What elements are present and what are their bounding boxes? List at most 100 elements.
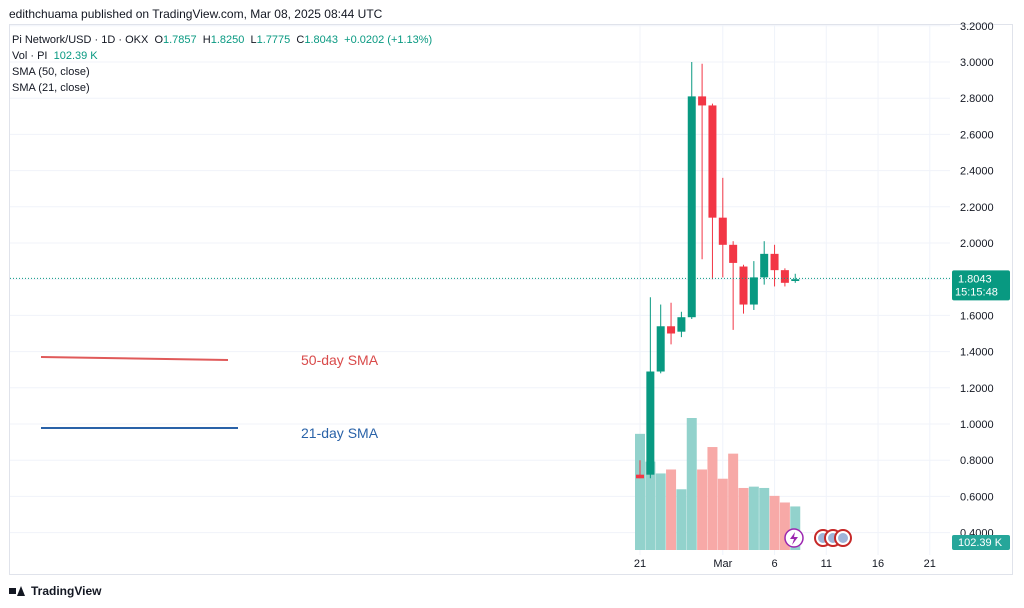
us-flag-icon[interactable] — [834, 529, 852, 547]
price-tick-label: 0.8000 — [960, 455, 994, 467]
volume-bar — [697, 469, 708, 550]
price-tick-label: 2.8000 — [960, 93, 994, 105]
volume-badge-value: 102.39 K — [958, 537, 1003, 549]
time-tick-label: Mar — [713, 558, 732, 570]
candle[interactable] — [780, 268, 789, 287]
volume-bar — [748, 486, 759, 550]
price-tick-label: 2.6000 — [960, 129, 994, 141]
price-tick-label: 3.2000 — [960, 21, 994, 33]
volume-bar — [728, 453, 739, 550]
candle[interactable] — [739, 264, 748, 314]
volume-badge: 102.39 K — [952, 535, 1010, 550]
tradingview-logo-icon — [9, 586, 25, 596]
close-label: C — [296, 34, 305, 46]
volume-bar — [635, 433, 645, 550]
candle[interactable] — [687, 62, 696, 320]
candle-body — [646, 371, 655, 475]
candle[interactable] — [708, 103, 717, 280]
sma50-legend[interactable]: SMA (50, close) — [12, 66, 90, 78]
candle-body — [698, 96, 707, 106]
time-tick-label: 6 — [771, 558, 777, 570]
volume-bar — [707, 447, 718, 550]
time-tick-label: 21 — [634, 558, 646, 570]
time-tick-label: 16 — [872, 558, 884, 570]
price-tick-label: 1.0000 — [960, 419, 994, 431]
volume-bars — [635, 418, 801, 550]
current-price-value: 1.8043 — [958, 273, 992, 285]
candles — [636, 62, 800, 479]
time-tick-label: 11 — [821, 558, 832, 570]
candle-body — [677, 317, 686, 332]
volume-value: 102.39 K — [53, 50, 98, 62]
volume-row: Vol · PI 102.39 K — [12, 48, 432, 64]
candle-body — [729, 244, 738, 263]
price-tick-label: 1.6000 — [960, 310, 994, 322]
time-tick-label: 21 — [924, 558, 936, 570]
volume-bar — [790, 506, 801, 550]
candle[interactable] — [698, 63, 707, 260]
sma21-annotation: 21-day SMA — [301, 425, 379, 441]
candle[interactable] — [749, 261, 758, 310]
volume-bar — [686, 418, 697, 550]
volume-label[interactable]: Vol · PI — [12, 50, 48, 62]
price-tick-label: 1.2000 — [960, 383, 994, 395]
candle-body — [687, 96, 696, 318]
low-value: 1.7775 — [256, 34, 291, 46]
chart-legend: Pi Network/USD · 1D · OKX O1.7857 H1.825… — [12, 32, 432, 96]
price-tick-label: 2.0000 — [960, 238, 994, 250]
volume-bar — [779, 502, 790, 550]
price-tick-label: 3.0000 — [960, 57, 994, 69]
volume-bar — [645, 461, 656, 550]
candle-body — [656, 326, 665, 372]
volume-bar — [769, 495, 780, 550]
event-markers[interactable] — [784, 528, 852, 548]
open-label: O — [154, 34, 163, 46]
candle-body — [749, 277, 758, 305]
change-value: +0.0202 (+1.13%) — [344, 34, 433, 46]
brand-name: TradingView — [31, 584, 102, 598]
candle-body — [770, 253, 779, 271]
time-axis[interactable]: 21 Mar 6 11 16 21 — [634, 558, 936, 570]
open-value: 1.7857 — [163, 34, 197, 46]
candle-body — [708, 105, 717, 218]
candle-body — [636, 474, 644, 479]
candle[interactable] — [718, 177, 727, 278]
high-value: 1.8250 — [210, 34, 245, 46]
volume-bar — [676, 489, 687, 550]
candle[interactable] — [656, 304, 665, 374]
volume-bar — [738, 487, 749, 550]
ohlc-row: Pi Network/USD · 1D · OKX O1.7857 H1.825… — [12, 32, 432, 48]
candle[interactable] — [667, 302, 676, 345]
low-label: L — [250, 34, 257, 46]
volume-bar — [717, 478, 728, 550]
price-tick-label: 0.6000 — [960, 491, 994, 503]
current-price-badge: 1.8043 15:15:48 — [952, 270, 1010, 301]
candle[interactable] — [636, 460, 644, 479]
close-value: 1.8043 — [304, 34, 339, 46]
candle[interactable] — [791, 273, 800, 283]
candle-body — [667, 326, 676, 334]
volume-bar — [655, 473, 666, 550]
tradingview-brand[interactable]: TradingView — [9, 584, 101, 598]
sma50-annotation: 50-day SMA — [301, 352, 379, 368]
candle-body — [780, 270, 789, 283]
candle[interactable] — [646, 297, 655, 479]
volume-bar — [759, 487, 770, 550]
lightning-icon-glyph — [790, 532, 798, 545]
grid-lines — [10, 25, 950, 555]
candle[interactable] — [677, 311, 686, 338]
candle[interactable] — [729, 241, 738, 330]
publisher-credit: edithchuama published on TradingView.com… — [9, 7, 383, 21]
candle[interactable] — [760, 241, 769, 285]
bar-countdown: 15:15:48 — [955, 286, 998, 298]
volume-bar — [666, 469, 677, 550]
price-tick-label: 2.4000 — [960, 166, 994, 178]
price-tick-label: 1.4000 — [960, 347, 994, 359]
sma21-legend[interactable]: SMA (21, close) — [12, 82, 90, 94]
symbol-label[interactable]: Pi Network/USD · 1D · OKX — [12, 34, 149, 46]
candle-body — [739, 266, 748, 305]
candle[interactable] — [770, 244, 779, 287]
price-tick-label: 2.2000 — [960, 202, 994, 214]
sma50-sample-line — [40, 356, 229, 361]
